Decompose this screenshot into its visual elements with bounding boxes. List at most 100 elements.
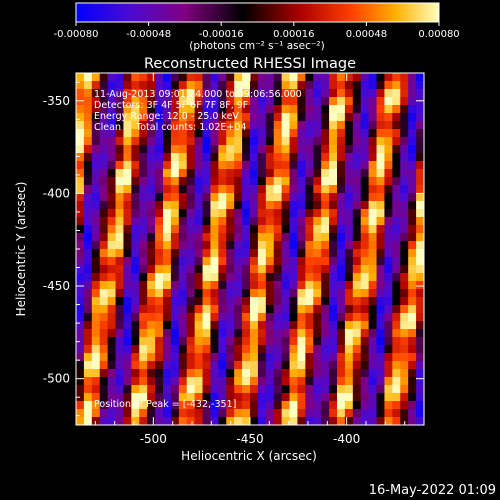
heatmap-cell [344, 217, 354, 226]
heatmap-cell [123, 201, 132, 210]
heatmap-cell [344, 409, 354, 418]
heatmap-cell [384, 129, 393, 138]
heatmap-cell [83, 385, 93, 394]
heatmap-cell [115, 257, 125, 266]
heatmap-cell [305, 145, 314, 154]
heatmap-cell [305, 297, 314, 306]
heatmap-cell [163, 121, 172, 130]
heatmap-cell [416, 385, 424, 394]
heatmap-cell [147, 137, 156, 146]
heatmap-cell [289, 161, 299, 170]
heatmap-cell [234, 377, 243, 386]
heatmap-cell [329, 185, 338, 194]
heatmap-cell [384, 305, 393, 314]
heatmap-cell [313, 193, 322, 202]
heatmap-cell [329, 217, 338, 226]
heatmap-cell [186, 321, 196, 330]
heatmap-cell [337, 121, 346, 130]
heatmap-cell [226, 73, 235, 82]
heatmap-cell [107, 129, 117, 138]
heatmap-cell [186, 129, 196, 138]
heatmap-cell [329, 417, 338, 425]
heatmap-cell [416, 201, 424, 210]
heatmap-cell [329, 193, 338, 202]
heatmap-cell [131, 161, 140, 170]
heatmap-cell [265, 97, 275, 106]
heatmap-cell [400, 297, 409, 306]
heatmap-cell [305, 161, 314, 170]
heatmap-cell [305, 289, 314, 298]
heatmap-cell [313, 289, 322, 298]
heatmap-cell [273, 137, 283, 146]
heatmap-cell [139, 361, 148, 370]
heatmap-cell [107, 193, 117, 202]
heatmap-cell [416, 273, 424, 282]
heatmap-cell [147, 145, 156, 154]
heatmap-cell [273, 97, 283, 106]
heatmap-cell [202, 81, 212, 90]
heatmap-cell [384, 225, 393, 234]
heatmap-cell [186, 289, 196, 298]
heatmap-cell [107, 121, 117, 130]
heatmap-cell [234, 353, 243, 362]
heatmap-cell [76, 177, 85, 186]
heatmap-cell [83, 329, 93, 338]
heatmap-cell [218, 401, 227, 410]
heatmap-cell [289, 81, 299, 90]
heatmap-cell [123, 321, 132, 330]
heatmap-cell [250, 73, 259, 82]
heatmap-cell [400, 281, 409, 290]
heatmap-cell [337, 353, 346, 362]
heatmap-cell [99, 137, 109, 146]
heatmap-cell [99, 417, 109, 425]
axis-ticks: -500 -450 -400-350-400-450-500 [43, 73, 424, 446]
heatmap-cell [234, 177, 243, 186]
heatmap-cell [281, 353, 291, 362]
heatmap-cell [360, 377, 370, 386]
heatmap-cell [352, 161, 362, 170]
heatmap-cell [392, 321, 401, 330]
heatmap-cell [281, 313, 291, 322]
heatmap-cell [139, 121, 148, 130]
heatmap-cell [289, 169, 299, 178]
heatmap-cell [139, 305, 148, 314]
heatmap-cell [76, 97, 85, 106]
heatmap-cell [202, 353, 212, 362]
heatmap-cell [139, 417, 148, 425]
heatmap-cell [360, 385, 370, 394]
heatmap-cell [392, 217, 401, 226]
heatmap-cell [186, 233, 196, 242]
heatmap-cell [131, 273, 140, 282]
heatmap-cell [360, 281, 370, 290]
heatmap-cell [234, 297, 243, 306]
heatmap-cell [76, 305, 85, 314]
heatmap-cell [115, 217, 125, 226]
heatmap-cell [76, 265, 85, 274]
heatmap-cell [210, 97, 219, 106]
heatmap-cell [163, 297, 172, 306]
heatmap-cell [376, 377, 386, 386]
heatmap-cell [131, 185, 140, 194]
heatmap-cell [352, 217, 362, 226]
heatmap-cell [281, 153, 291, 162]
heatmap-cell [194, 249, 204, 258]
heatmap-cell [155, 289, 164, 298]
heatmap-cell [289, 377, 299, 386]
heatmap-cell [115, 81, 125, 90]
heatmap-cell [352, 241, 362, 250]
heatmap-cell [178, 193, 188, 202]
heatmap-cell [360, 201, 370, 210]
heatmap-cell [313, 153, 322, 162]
heatmap-cell [163, 369, 172, 378]
heatmap-cell [186, 185, 196, 194]
heatmap-cell [321, 81, 330, 90]
heatmap-cell [416, 217, 424, 226]
heatmap-cell [210, 417, 219, 425]
heatmap-cell [408, 345, 417, 354]
heatmap-cell [408, 401, 417, 410]
heatmap-cell [76, 417, 85, 425]
heatmap-cell [289, 185, 299, 194]
heatmap-cell [91, 265, 101, 274]
heatmap-cell [186, 153, 196, 162]
heatmap-cell [344, 249, 354, 258]
